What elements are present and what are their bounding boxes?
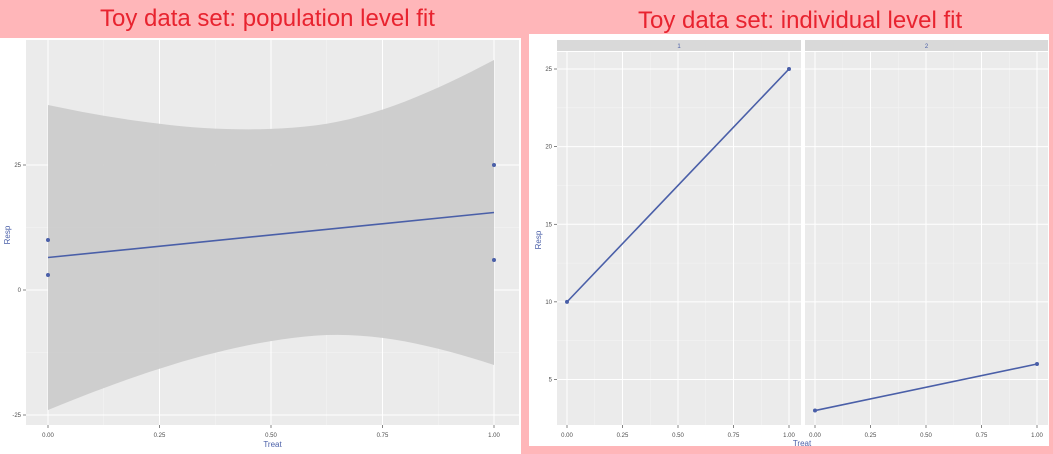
plot-panel [557,52,801,425]
series-line [814,363,1038,412]
right-chart-title: Toy data set: individual level fit [638,7,963,34]
x-tick-label: 0.50 [265,433,277,439]
facet-strip [557,40,801,51]
y-tick-label: 0 [18,288,22,294]
facet-label: 1 [677,44,681,50]
data-point [1035,361,1039,366]
pane-divider [521,34,529,454]
x-tick-label: 0.00 [809,433,821,439]
y-tick-label: 15 [545,222,552,228]
bottom-border [521,446,1053,454]
x-tick-label: 0.75 [377,433,389,439]
x-tick-label: 0.50 [920,433,932,439]
x-tick-label: 0.75 [728,433,740,439]
y-tick-label: 5 [549,378,553,384]
x-tick-label: 0.00 [42,433,54,439]
y-tick-label: 25 [14,163,21,169]
population-chart: 0.00 0.25 0.50 0.75 1.00 -25 0 25 Treat Resp [3,40,519,449]
data-point [492,258,496,262]
fit-line [47,211,495,259]
x-axis-label: Treat [793,439,812,448]
right-title-banner: Toy data set: individual level fit [527,0,1053,34]
data-point [813,408,817,413]
y-axis-label: Resp [534,230,543,249]
x-axis-label: Treat [263,440,282,449]
y-axis-label: Resp [3,225,12,244]
x-tick-label: 0.75 [976,433,988,439]
x-tick-label: 0.25 [154,433,166,439]
y-tick-label: 20 [545,145,552,151]
data-point [46,273,50,277]
left-chart-title: Toy data set: population level fit [100,5,435,32]
x-tick-label: 1.00 [783,433,795,439]
x-tick-label: 0.25 [865,433,877,439]
x-tick-label: 0.25 [617,433,629,439]
data-point [46,238,50,242]
data-point [565,299,569,304]
data-point [492,163,496,167]
series-line [566,68,790,303]
x-tick-label: 1.00 [488,433,500,439]
x-tick-label: 1.00 [1031,433,1043,439]
facet-strip [805,40,1048,51]
x-tick-label: 0.00 [561,433,573,439]
y-tick-label: 10 [545,300,552,306]
data-point [787,67,791,71]
y-tick-label: -25 [12,413,21,419]
right-border [1049,34,1053,454]
individual-chart: 1 0.00 0.25 0.50 0.75 1.00 2 0.00 0.25 0.50 0.75 1.… [534,40,1048,448]
x-tick-label: 0.50 [672,433,684,439]
y-tick-label: 25 [545,67,552,73]
left-title-banner: Toy data set: population level fit [0,0,527,38]
facet-label: 2 [925,44,929,50]
